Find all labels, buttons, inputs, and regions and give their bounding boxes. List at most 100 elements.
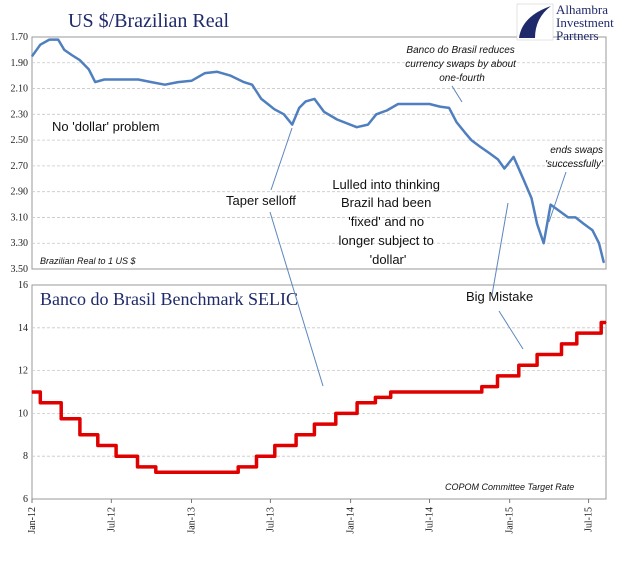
lulled-annotation: Lulled into thinking Brazil had been 'fi… [332,177,443,267]
fx-point [550,204,552,206]
selic-plot-frame [31,284,607,500]
ends-swaps-annotation: ends swaps 'successfully' [545,145,606,170]
fx-point [63,49,65,51]
fx-point [267,103,269,105]
x-tick-label: Jan-12 [27,507,38,534]
fx-point [448,107,450,109]
selic-point [496,375,499,377]
x-tick-label: Jan-14 [346,507,357,534]
selic-point [274,444,276,447]
selic-point [390,391,392,393]
selic-point [115,455,117,457]
fx-y-tick-label: 3.50 [11,264,29,275]
selic-point [97,444,99,447]
swap-reduction-arrow [451,85,463,103]
swap-reduction-annotation: Banco do Brasil reduces currency swaps b… [405,45,518,84]
swap-reduction-line-1: Banco do Brasil reduces [406,45,514,56]
fx-point [428,103,431,105]
fx-y-tick-label: 2.90 [11,187,29,198]
fx-point [419,103,421,105]
no-dollar-problem-annotation: No 'dollar' problem [52,119,160,134]
logo-line-3: Partners [556,28,599,43]
fx-point [71,54,73,56]
selic-point [600,321,602,324]
fx-point [48,39,51,41]
fx-y-tick-label: 1.70 [11,32,29,43]
big-mistake-annotation: Big Mistake [466,289,533,304]
lulled-line-2: Brazil had been [341,195,431,210]
selic-point [60,418,62,420]
x-tick-label: Jul-15 [584,507,595,532]
taper-up-arrow [270,127,293,191]
fx-point [79,59,81,61]
selic-gridlines [32,327,606,457]
x-tick-label: Jul-13 [265,507,276,532]
fx-y-tick-label: 2.70 [11,161,29,172]
fx-series [30,38,606,264]
selic-y-tick-label: 16 [18,280,28,291]
fx-point [291,124,293,126]
lulled-line-1: Lulled into thinking [332,177,440,192]
selic-point [31,391,33,393]
taper-down-arrow [269,211,324,387]
alhambra-logo: Alhambra Investment Partners [516,2,614,43]
fx-point [464,131,466,133]
selic-chart-title: Banco do Brasil Benchmark SELIC [40,289,298,309]
x-tick-label: Jan-13 [187,507,198,534]
lulled-line-5: 'dollar' [370,252,407,267]
fx-point [336,118,338,121]
fx-point [251,84,253,86]
fx-y-ticks: 1.70 1.90 2.10 2.30 2.50 2.70 2.90 3.10 3.30 3.50 [11,32,29,275]
fx-point [488,152,490,154]
fx-point [558,210,561,212]
fx-point [513,156,515,158]
selic-point [313,423,315,425]
fx-point [470,139,472,141]
fx-plot-frame [31,36,607,270]
swap-reduction-line-3: one-fourth [439,73,485,84]
fx-point [536,223,538,225]
big-mistake-up-arrow [491,202,509,296]
fx-point [177,81,179,83]
fx-point [439,106,441,108]
fx-point [298,107,300,109]
ends-swaps-arrow [548,171,567,223]
fx-point [497,158,499,160]
fx-point [305,100,307,102]
fx-point [88,68,90,70]
selic-point [295,434,297,436]
ends-swaps-line-2: 'successfully' [545,159,604,170]
fx-point [323,111,325,113]
fx-point [124,78,126,81]
fx-point [313,98,315,100]
fx-point [455,121,458,123]
fx-point [479,146,481,148]
fx-point [603,262,605,264]
selic-line [32,320,606,475]
fx-point [574,216,577,218]
fx-point [31,55,33,57]
fx-point [583,223,585,225]
selic-point [536,353,538,356]
selic-point [155,471,157,473]
selic-point [237,466,239,468]
fx-point [103,78,105,81]
fx-y-tick-label: 1.90 [11,58,29,69]
x-tick-label: Jan-15 [505,507,516,534]
taper-selloff-annotation: Taper selloff [226,193,296,208]
fx-point [94,81,96,83]
selic-point [518,364,520,366]
fx-y-tick-label: 2.30 [11,109,29,120]
fx-gridlines [32,62,606,244]
selic-point [576,332,578,334]
selic-point [79,434,81,436]
x-tick-label: Jul-14 [424,507,435,532]
cross-panel-annotations: Taper selloff Lulled into thinking Brazi… [226,127,509,387]
selic-y-ticks: 6 8 10 12 14 16 [18,280,28,505]
selic-point [374,396,376,398]
selic-source-note: COPOM Committee Target Rate [445,482,574,492]
fx-point [375,113,377,115]
selic-series [31,320,607,475]
fx-source-note: Brazilian Real to 1 US $ [40,256,137,266]
